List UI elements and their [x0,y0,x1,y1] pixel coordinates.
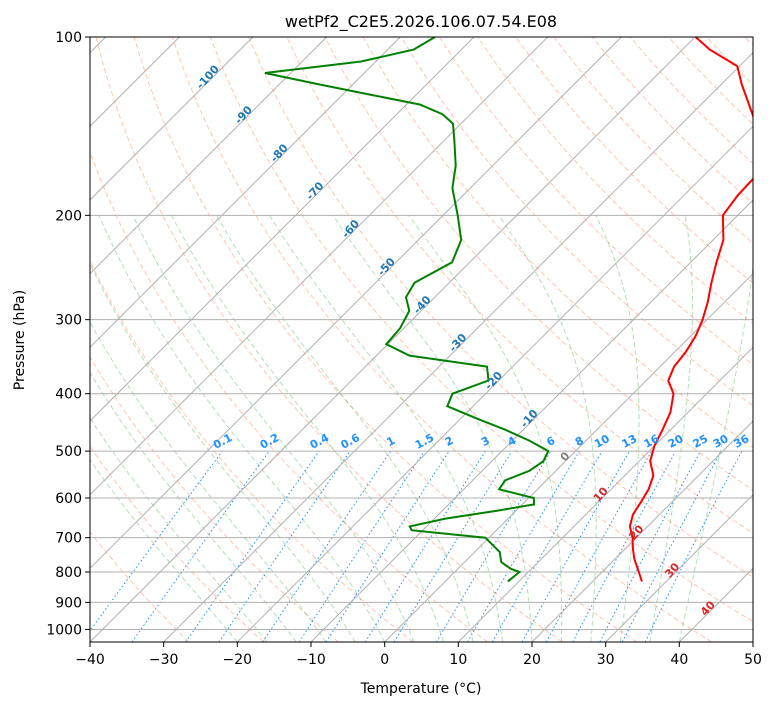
moist-adiabat-line [98,215,386,642]
moist-adiabat-line [649,215,693,642]
sounding-series [264,37,753,583]
mixing-ratio-line [467,450,580,642]
moist-adiabat-line [90,321,327,642]
x-tick-label: 20 [523,652,541,668]
isotherm-line [310,199,753,642]
x-tick-label: −30 [149,652,179,668]
isotherm-line [163,51,753,642]
dry-adiabat-line [400,37,753,407]
dry-adiabat-line [90,150,488,642]
moist-adiabat-line [171,215,445,642]
y-tick-label: 600 [55,491,82,507]
dry-adiabat-line [90,531,190,642]
mixing-ratio-line [364,450,486,642]
y-tick-label: 700 [55,531,82,547]
y-tick-label: 900 [55,595,82,611]
mixing-ratio-label: 25 [691,432,711,451]
x-tick-label: −10 [296,652,326,668]
dry-adiabat-line [133,37,638,642]
isotherm-line [90,37,401,349]
dry-adiabat-line [90,445,264,642]
y-tick-label: 200 [55,208,82,224]
mixing-ratio-line [599,450,701,642]
mixing-ratio-label: 30 [711,432,731,451]
y-tick-label: 1000 [46,622,82,638]
mixing-ratio-label: 36 [732,432,752,451]
mixing-ratio-line [262,450,392,642]
isotherm-line [90,37,254,201]
mixing-ratio-line [644,450,743,642]
isotherm-line [457,346,753,642]
moist-adiabat-line [90,262,356,642]
dry-adiabat-line [324,37,753,491]
y-axis-label: Pressure (hPa) [12,290,28,390]
x-tick-label: 30 [597,652,615,668]
x-tick-label: 50 [744,652,762,668]
mixing-ratio-line [621,450,722,642]
x-tick-label: −40 [75,652,105,668]
dry-adiabat-line [515,37,753,284]
y-tick-label: 500 [55,444,82,460]
mixing-ratio-line [185,450,320,642]
isotherm-line [90,37,328,275]
x-tick-label: 0 [380,652,389,668]
plot-frame [89,36,754,643]
mixing-ratio-label: 10 [592,432,612,451]
mixing-ratio-labels: 0.1 0.2 0.4 0.6 1 1.5 2 3 4 6 8 10 13 16 20 25 30 36 [211,431,752,452]
moist-adiabat-line [132,215,415,642]
x-axis-ticks: −40 −30 −20 −10 0 10 20 30 40 50 [75,642,762,668]
mixing-ratio-line [218,450,351,642]
dry-adiabat-line [90,356,339,642]
x-tick-label: 10 [449,652,467,668]
isotherm-line [90,37,549,496]
mixing-ratio-line [393,450,513,642]
dry-adiabat-line [210,37,753,623]
y-axis-ticks: 100 200 300 400 500 600 700 800 900 1000 [46,30,90,638]
mixing-ratio-label: 20 [666,432,686,451]
x-axis-label: Temperature (°C) [360,681,482,697]
isotherm-line [605,493,753,642]
mixing-ratio-label: 16 [642,432,662,451]
plot-area: -100-90-80-70-60-50-40-30-20-10010203040… [90,37,753,642]
mixing-ratio-lines [90,450,743,642]
moist-adiabats [90,215,753,642]
y-tick-label: 300 [55,313,82,329]
mixing-ratio-line [545,450,653,642]
isotherm-line [90,37,696,642]
dry-adiabat-line [438,37,753,366]
dry-adiabat-line [95,37,563,642]
dry-adiabat-line [248,37,753,578]
chart-title: wetPf2_C2E5.2026.106.07.54.E08 [285,12,557,32]
sounding-line [628,37,753,582]
mixing-ratio-line [131,450,270,642]
moist-adiabat-line [269,215,503,642]
isotherm-line [236,125,753,642]
dry-adiabat-line [171,37,712,642]
dry-adiabats [90,37,753,642]
moist-adiabat-line [595,215,640,642]
moist-adiabat-line [90,417,268,642]
moist-adiabat-line [90,459,238,642]
x-tick-label: −20 [223,652,253,668]
moist-adiabat-line [498,215,597,642]
x-tick-label: 40 [670,652,688,668]
y-tick-label: 100 [55,30,82,46]
mixing-ratio-line [572,450,677,642]
isotherm-line [90,37,475,422]
mixing-ratio-label: 13 [620,432,640,451]
y-tick-label: 400 [55,387,82,403]
moist-adiabat-line [90,371,297,642]
y-tick-label: 800 [55,565,82,581]
mixing-ratio-line [435,450,552,642]
sounding-line [264,37,550,583]
moist-adiabat-line [408,215,563,642]
moist-adiabat-line [678,263,753,642]
mixing-ratio-line [521,450,630,642]
isotherm-line [90,37,622,570]
isotherm-line [384,272,753,642]
